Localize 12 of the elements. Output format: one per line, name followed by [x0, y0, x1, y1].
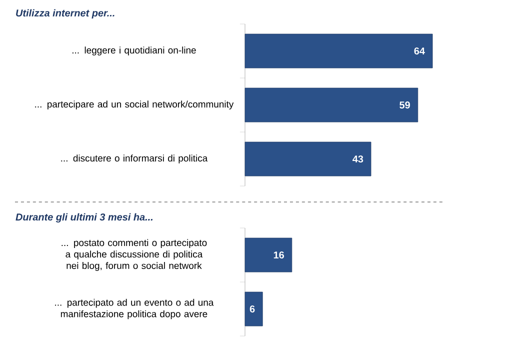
data-label: 16: [274, 251, 284, 259]
y-tick-label: ... partecipare ad un social network/community: [35, 100, 234, 110]
data-label: 43: [352, 155, 364, 163]
y-tick-label: ... partecipato ad un evento o ad una manifestazione politica dopo avere: [55, 298, 214, 320]
y-tick-label: ... discutere o informarsi di politica: [61, 154, 208, 164]
data-label: 64: [414, 47, 425, 55]
y-tick-label: ... leggere i quotidiani on-line: [72, 46, 196, 56]
data-label: 59: [400, 101, 410, 109]
text: Durante gli ultimi 3 mesi ha...: [16, 213, 153, 222]
y-tick-label: ... postato commenti o partecipato a qualche discussione di politica nei blog, forum o social network: [62, 239, 207, 271]
data-label: 6: [250, 305, 255, 313]
text: Utilizza internet per...: [16, 9, 114, 18]
